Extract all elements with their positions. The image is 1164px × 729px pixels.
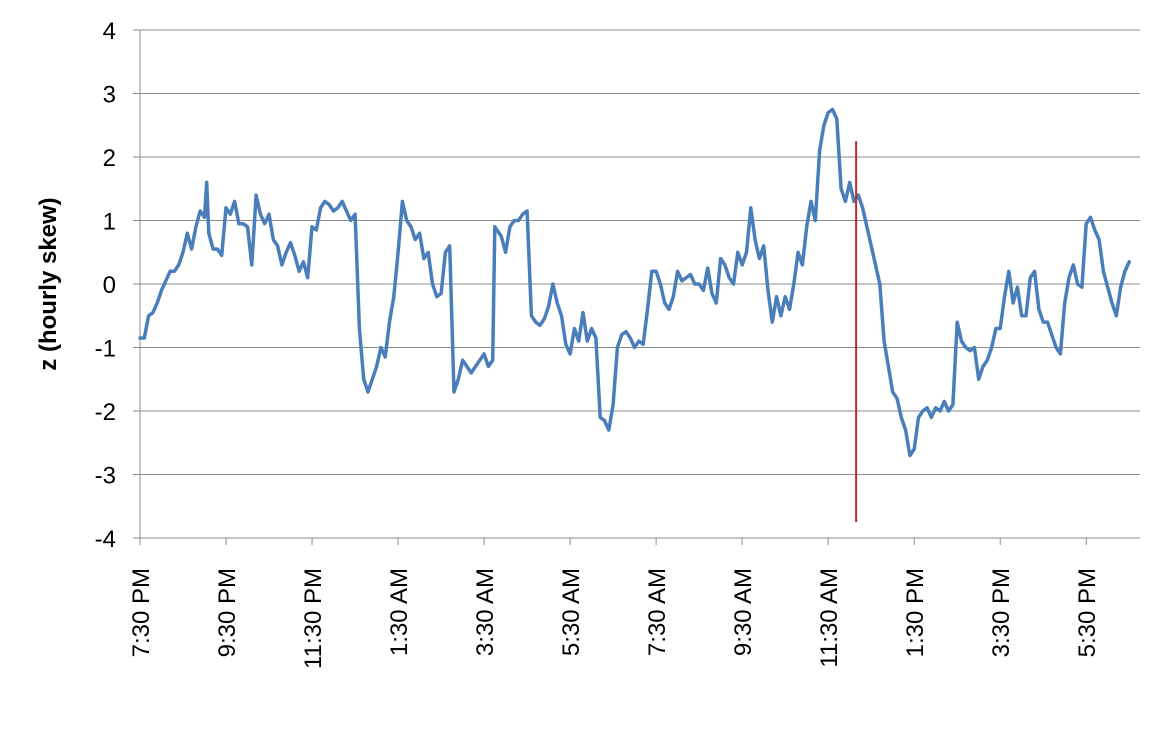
y-tick-label: -3 (95, 463, 116, 490)
y-tick-label: -1 (95, 336, 116, 363)
x-tick-label: 9:30 AM (730, 568, 757, 656)
y-tick-label: 2 (103, 145, 116, 172)
x-tick-label: 1:30 AM (386, 568, 413, 656)
y-tick-label: 0 (103, 272, 116, 299)
series (138, 107, 1131, 458)
x-tick-label: 1:30 PM (902, 568, 929, 657)
x-tick-labels: 7:30 PM 9:30 PM 11:30 PM 1:30 AM 3:30 AM 5:30… (128, 568, 1101, 669)
series-line (138, 107, 1131, 458)
x-tick-label: 5:30 AM (558, 568, 585, 656)
y-tick-label: 3 (103, 82, 116, 109)
y-tick-label: -4 (95, 526, 116, 553)
x-tick-label: 5:30 PM (1074, 568, 1101, 657)
x-tick-label: 7:30 PM (128, 568, 155, 657)
x-tick-label: 11:30 AM (816, 568, 843, 668)
x-tick-label: 11:30 PM (300, 568, 327, 669)
y-tick-label: 4 (103, 18, 116, 45)
x-tick-label: 3:30 PM (988, 568, 1015, 657)
y-tick-label: -2 (95, 399, 116, 426)
x-tick-label: 3:30 AM (472, 568, 499, 656)
x-tick-label: 7:30 AM (644, 568, 671, 656)
gridlines (140, 29, 1140, 475)
y-tick-labels: -4 -3 -2 -1 0 1 2 3 4 (95, 18, 116, 553)
y-axis-title: z (hourly skew) (35, 197, 62, 370)
y-tick-label: 1 (103, 209, 116, 236)
axes (133, 29, 1140, 545)
x-tick-label: 9:30 PM (214, 568, 241, 657)
